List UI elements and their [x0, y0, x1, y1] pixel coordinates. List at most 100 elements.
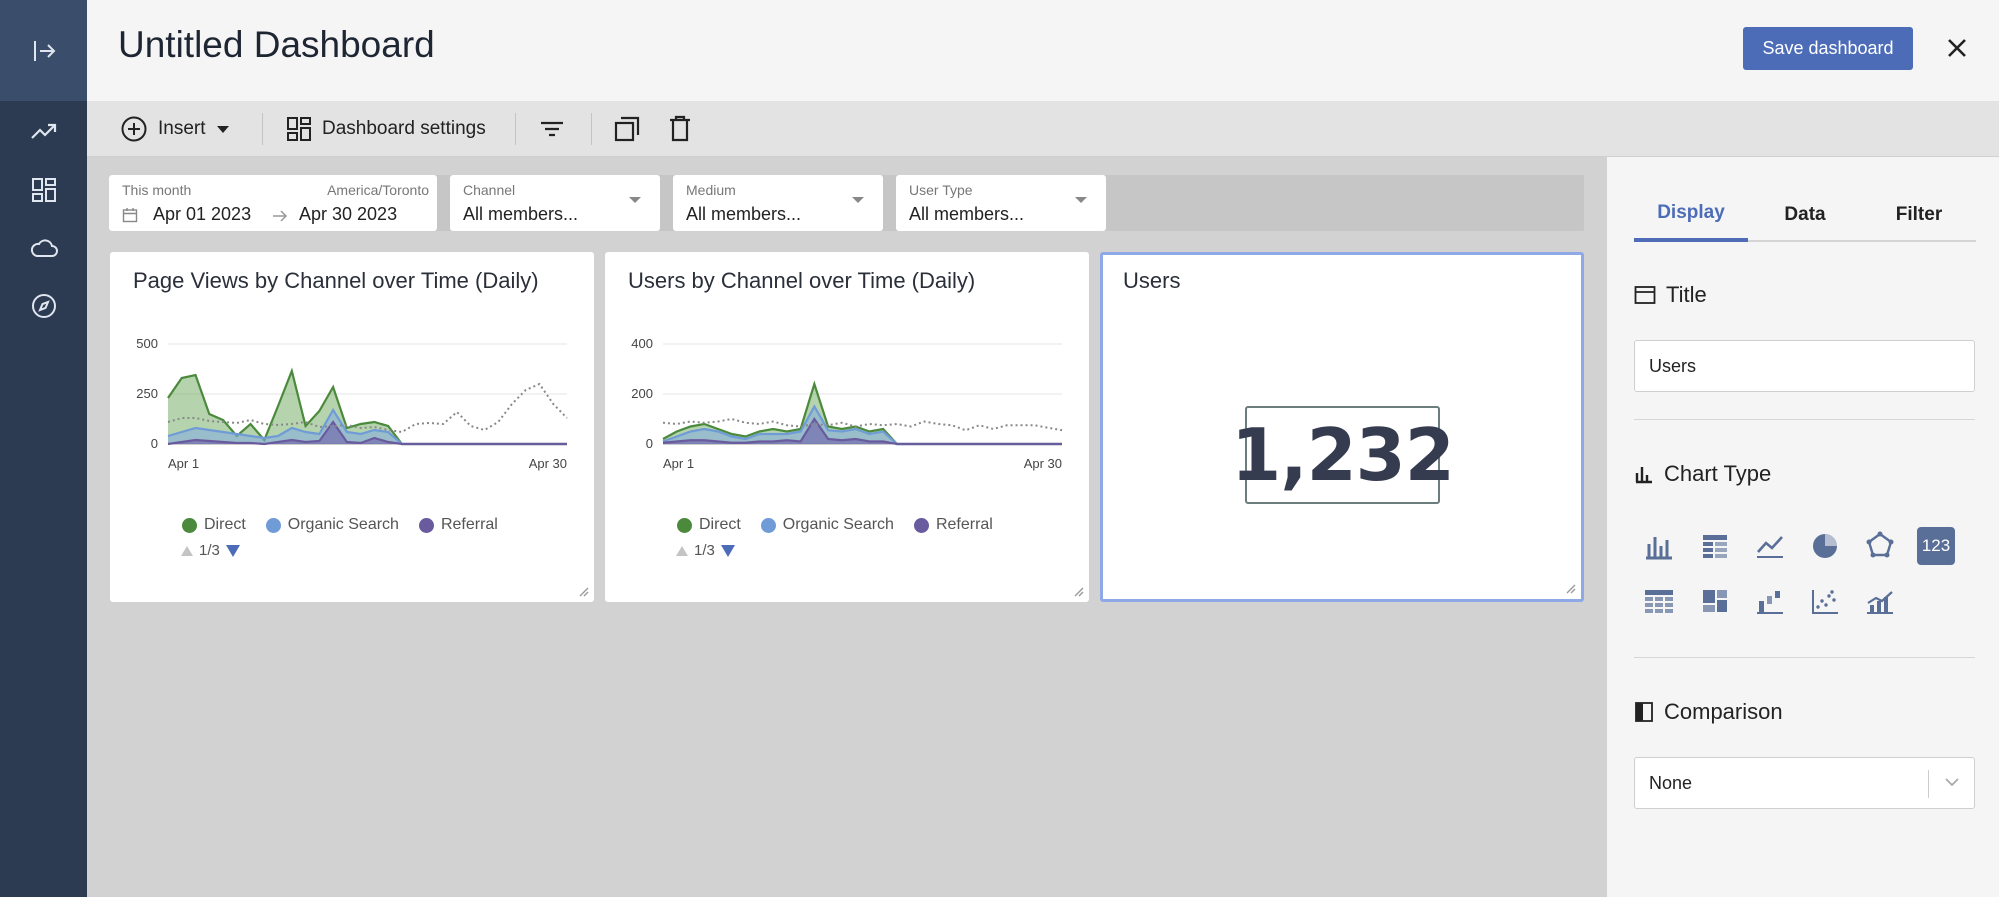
kpi-value: 1,232: [1231, 406, 1455, 504]
legend-dot: [677, 517, 692, 533]
close-button[interactable]: [1939, 30, 1975, 66]
delete-button[interactable]: [668, 101, 692, 157]
page-title: Untitled Dashboard: [118, 24, 435, 65]
legend-dot: [913, 517, 929, 533]
users-by-channel-chart: 0 200 400 Apr 1 Apr 30: [631, 336, 1063, 471]
title-icon: [1634, 286, 1656, 304]
legend-item-organic-search[interactable]: Organic Search: [265, 516, 399, 534]
page-down-icon[interactable]: [225, 544, 241, 558]
nav-analytics[interactable]: [27, 115, 61, 149]
chart-type-pie[interactable]: [1806, 527, 1844, 565]
pie-chart-icon: [1813, 534, 1837, 558]
legend-item-direct[interactable]: Direct: [677, 516, 741, 534]
left-rail: [0, 0, 87, 897]
scatter-chart-icon: [1812, 590, 1838, 614]
legend-label: Organic Search: [287, 516, 399, 533]
chart-type-radar[interactable]: [1861, 527, 1899, 565]
chart-card-page-views[interactable]: Page Views by Channel over Time (Daily) …: [110, 252, 594, 602]
cloud-icon: [30, 239, 58, 257]
duplicate-icon: [614, 116, 640, 142]
start-date[interactable]: Apr 01 2023: [153, 204, 252, 224]
legend-item-organic-search[interactable]: Organic Search: [760, 516, 894, 534]
column-chart-icon: [1646, 537, 1672, 560]
save-dashboard-button[interactable]: Save dashboard: [1743, 27, 1913, 70]
divider: [1634, 657, 1975, 658]
trash-icon: [670, 115, 690, 142]
legend-item-referral[interactable]: Referral: [913, 516, 993, 534]
user-type-filter[interactable]: User Type All members...: [896, 175, 1106, 231]
resize-handle-icon[interactable]: [579, 587, 589, 597]
chart-type-line[interactable]: [1751, 527, 1789, 565]
date-range-filter[interactable]: This month America/Toronto Apr 01 2023 A…: [109, 175, 437, 231]
divider: [1634, 419, 1975, 420]
resize-handle-icon[interactable]: [1566, 584, 1576, 594]
channel-filter[interactable]: Channel All members...: [450, 175, 660, 231]
chart-type-column[interactable]: [1640, 527, 1678, 565]
close-icon: [1948, 39, 1966, 57]
filter-button[interactable]: [538, 101, 566, 157]
comparison-icon: [1635, 702, 1653, 722]
legend-page-indicator: 1/3: [694, 542, 715, 559]
chart-type-kpi[interactable]: 123: [1917, 527, 1955, 565]
medium-filter-label: Medium: [686, 182, 736, 198]
nav-dashboards[interactable]: [27, 173, 61, 207]
resize-handle-icon[interactable]: [1074, 587, 1084, 597]
legend-label: Referral: [935, 516, 993, 533]
legend-label: Direct: [699, 516, 741, 533]
timezone-label: America/Toronto: [327, 182, 429, 198]
channel-filter-value: All members...: [463, 204, 579, 224]
filter-lines-icon: [541, 121, 563, 137]
chart-card-users-by-channel[interactable]: Users by Channel over Time (Daily) 0 200 4…: [605, 252, 1089, 602]
radar-chart-icon: [1866, 531, 1894, 558]
chart-type-pivot[interactable]: [1696, 527, 1734, 565]
tab-filter[interactable]: Filter: [1895, 203, 1943, 225]
duplicate-button[interactable]: [613, 101, 641, 157]
chart-type-section-label: Chart Type: [1664, 461, 1772, 486]
page-down-icon[interactable]: [720, 544, 736, 558]
chevron-down-icon: [852, 197, 864, 203]
medium-filter[interactable]: Medium All members...: [673, 175, 883, 231]
nav-explore[interactable]: [27, 289, 61, 323]
divider: [591, 113, 592, 145]
combo-chart-icon: [1867, 591, 1893, 614]
chart-type-treemap[interactable]: [1696, 582, 1734, 620]
chart-legend: Direct Organic Search Referral: [677, 516, 993, 534]
tab-display[interactable]: Display: [1634, 187, 1748, 242]
page-up-icon[interactable]: [180, 545, 194, 557]
divider: [262, 113, 263, 145]
chevron-down-icon: [1945, 778, 1959, 787]
legend-dot: [418, 517, 434, 533]
comparison-section-label: Comparison: [1664, 699, 1783, 724]
title-input[interactable]: [1634, 340, 1975, 392]
tab-data[interactable]: Data: [1784, 203, 1826, 225]
legend-item-referral[interactable]: Referral: [418, 516, 498, 534]
end-date[interactable]: Apr 30 2023: [299, 204, 398, 224]
series-referral-line: [167, 420, 567, 446]
nav-cloud[interactable]: [27, 231, 61, 265]
card-title: Page Views by Channel over Time (Daily): [133, 268, 539, 293]
comparison-section-header: Comparison: [1634, 699, 1783, 725]
caret-down-icon: [216, 126, 229, 133]
insert-menu-button[interactable]: Insert: [120, 101, 230, 157]
legend-pager: 1/3: [675, 542, 736, 559]
kpi-card-users[interactable]: Users 1,232: [1100, 252, 1584, 602]
compass-icon: [31, 294, 56, 318]
page-up-icon[interactable]: [675, 545, 689, 557]
user-type-filter-label: User Type: [909, 182, 973, 198]
legend-pager: 1/3: [180, 542, 241, 559]
expand-sidebar-button[interactable]: [0, 0, 87, 101]
x-tick-label: Apr 1: [168, 456, 199, 471]
chart-type-table[interactable]: [1640, 582, 1678, 620]
bar-chart-icon: [1635, 467, 1652, 484]
legend-item-direct[interactable]: Direct: [182, 516, 246, 534]
card-title: Users by Channel over Time (Daily): [628, 268, 976, 293]
comparison-select[interactable]: None: [1634, 757, 1975, 809]
dashboard-settings-button[interactable]: Dashboard settings: [286, 101, 486, 157]
chart-type-waterfall[interactable]: [1751, 582, 1789, 620]
legend-dot: [182, 517, 197, 533]
chart-type-combo[interactable]: [1861, 582, 1899, 620]
chart-type-scatter[interactable]: [1806, 582, 1844, 620]
dashboard-layout-icon: [287, 117, 311, 141]
y-tick-label: 0: [151, 436, 158, 451]
dashboard-settings-label: Dashboard settings: [322, 118, 486, 139]
